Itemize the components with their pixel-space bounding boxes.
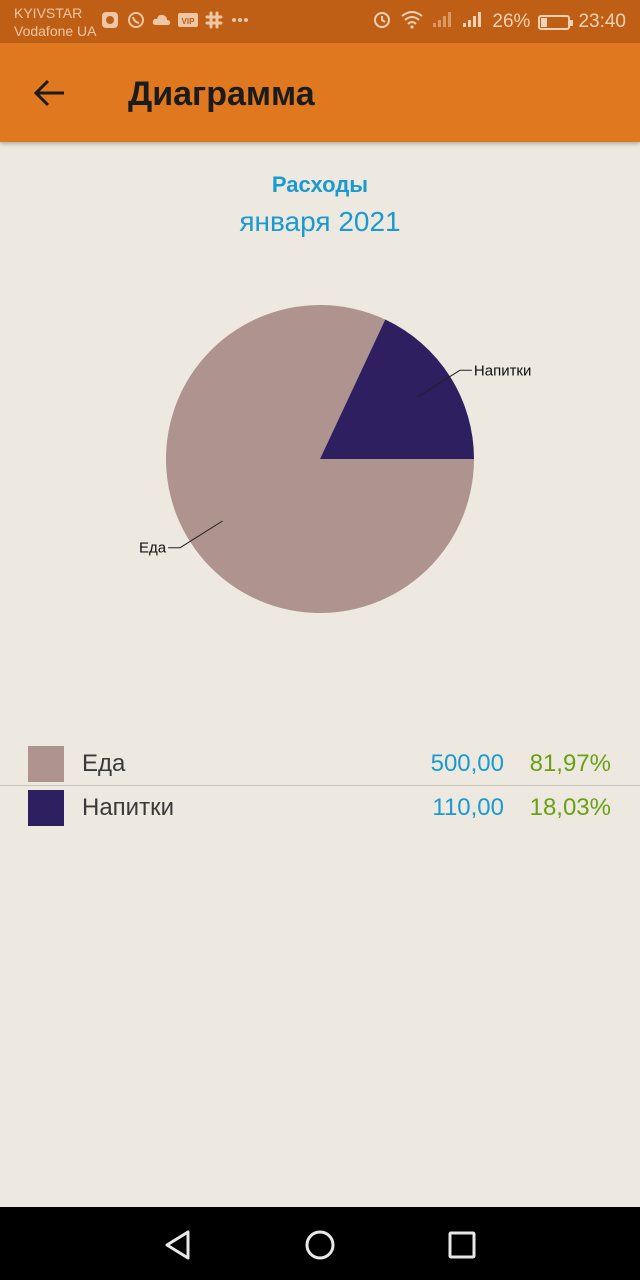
signal-icon-sim2 <box>462 10 484 34</box>
system-status: 26% 23:40 <box>372 9 626 35</box>
pie-label-drinks: Напитки <box>474 362 532 379</box>
system-nav-bar <box>0 1207 640 1280</box>
viber-icon <box>126 10 146 30</box>
legend-amount-drinks: 110,00 <box>432 794 504 821</box>
pie-slice-drinks[interactable] <box>320 319 474 459</box>
legend-amount-food: 500,00 <box>430 750 504 777</box>
pie-chart[interactable]: Еда Напитки <box>0 260 640 680</box>
chart-title: Расходы <box>271 172 369 197</box>
carrier-name-2: Vodafone UA <box>14 23 97 39</box>
clock: 23:40 <box>578 11 626 32</box>
carrier-info: KYIVSTAR Vodafone UA <box>14 4 97 40</box>
legend-row-food[interactable]: Еда 500,00 81,97% <box>0 744 640 788</box>
arrow-back-icon <box>33 79 64 107</box>
status-bar: KYIVSTAR Vodafone UA VIP <box>0 0 640 43</box>
nav-back-button[interactable] <box>158 1225 198 1265</box>
shield-icon <box>100 10 120 30</box>
legend-label-food: Еда <box>82 750 126 777</box>
svg-text:VIP: VIP <box>182 17 196 26</box>
legend-swatch-drinks <box>28 790 64 826</box>
circle-home-icon <box>305 1230 335 1260</box>
legend-percent-food: 81,97% <box>529 750 611 777</box>
vip-icon: VIP <box>178 10 198 30</box>
battery-icon <box>538 14 574 30</box>
battery-level <box>541 17 548 27</box>
slack-icon <box>204 10 224 30</box>
notification-icons: VIP <box>100 10 250 30</box>
carrier-name-1: KYIVSTAR <box>14 5 83 21</box>
leader-line-drinks <box>417 369 472 398</box>
page-title: Диаграмма <box>128 75 315 113</box>
alarm-icon <box>372 9 392 35</box>
legend-swatch-food <box>28 746 64 782</box>
more-notifications-icon <box>230 10 250 30</box>
signal-icon-sim1 <box>432 10 454 34</box>
back-button[interactable] <box>20 69 80 117</box>
legend-label-drinks: Напитки <box>82 794 174 821</box>
pie-label-food: Еда <box>139 540 167 557</box>
legend-percent-drinks: 18,03% <box>529 794 611 821</box>
legend-divider <box>0 785 640 786</box>
nav-recents-button[interactable] <box>442 1225 482 1265</box>
leader-line-food <box>168 520 223 549</box>
triangle-back-icon <box>165 1230 190 1260</box>
chart-period: января 2021 <box>239 206 401 237</box>
nav-home-button[interactable] <box>300 1225 340 1265</box>
battery-percent: 26% <box>492 11 531 32</box>
app-bar: Диаграмма <box>0 43 640 142</box>
square-recents-icon <box>448 1231 476 1259</box>
legend-row-drinks[interactable]: Напитки 110,00 18,03% <box>0 788 640 832</box>
pie-slice-food[interactable] <box>166 304 475 613</box>
wifi-icon <box>400 9 424 35</box>
cloud-icon <box>152 10 172 30</box>
